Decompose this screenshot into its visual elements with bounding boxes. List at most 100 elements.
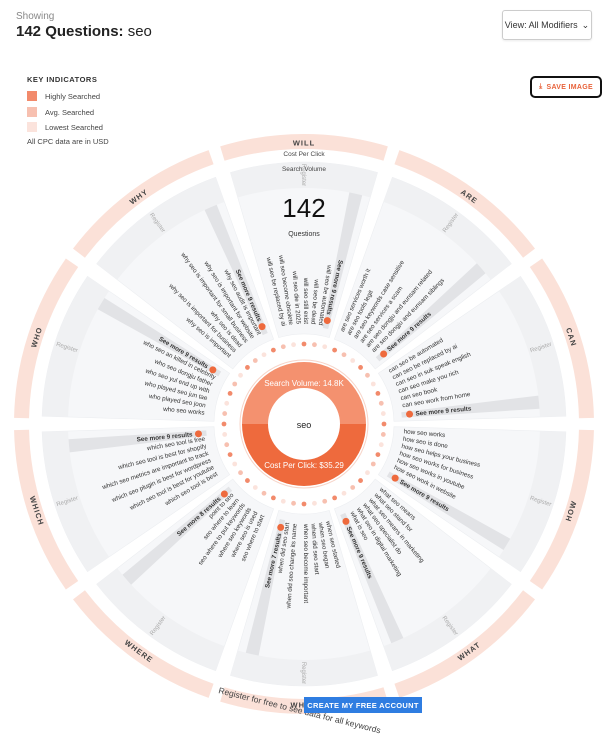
volume-dot	[280, 344, 286, 350]
register-strip	[42, 431, 110, 572]
question-total: 142	[282, 193, 325, 223]
register-strip	[498, 276, 566, 417]
showing-label: Showing	[16, 11, 55, 22]
key-item-low: Lowest Searched	[27, 122, 103, 132]
save-image-button[interactable]: ⤓ SAVE IMAGE	[530, 76, 602, 98]
expand-icon[interactable]	[258, 323, 266, 331]
question-item[interactable]: will seo be dead	[309, 278, 319, 325]
modifier-dropdown[interactable]: View: All Modifiers ⌄	[502, 10, 592, 40]
register-strip	[96, 568, 225, 671]
see-more-band	[97, 297, 222, 377]
high-swatch	[27, 91, 37, 101]
volume-dot	[341, 490, 347, 496]
expand-icon[interactable]	[323, 317, 331, 325]
question-count: 142 Questions:	[16, 23, 124, 40]
hub-keyword: seo	[297, 420, 312, 430]
volume-dot	[365, 470, 370, 476]
volume-dot	[224, 400, 230, 406]
register-strip	[230, 161, 378, 198]
search-volume-arc[interactable]	[242, 362, 366, 424]
register-label[interactable]: Register	[300, 662, 306, 684]
volume-dot	[291, 500, 296, 506]
expand-icon[interactable]	[220, 490, 228, 498]
expand-icon[interactable]	[209, 366, 217, 374]
volume-dot	[238, 372, 243, 378]
volume-dot	[358, 478, 363, 483]
volume-dot	[380, 411, 386, 416]
register-strip	[498, 431, 566, 572]
create-account-button[interactable]: CREATE MY FREE ACCOUNT	[304, 697, 422, 713]
question-item[interactable]: will seo still exist	[302, 277, 309, 324]
outer-ring-segment	[220, 134, 388, 161]
volume-dot	[261, 352, 267, 358]
low-swatch	[27, 122, 37, 132]
expand-icon[interactable]	[277, 523, 285, 531]
volume-dot	[232, 381, 238, 387]
volume-dot	[358, 365, 363, 370]
see-more-band	[401, 395, 540, 418]
see-more-band	[375, 263, 486, 362]
outer-ring-segment	[394, 150, 535, 258]
question-item[interactable]: will seo die in 2025	[291, 270, 302, 325]
volume-dot	[378, 400, 384, 406]
volume-dot	[322, 344, 328, 350]
volume-dot	[375, 452, 381, 458]
outer-ring-segment	[14, 429, 79, 590]
key-item-label: Lowest Searched	[45, 122, 103, 132]
outer-ring-segment	[529, 258, 594, 419]
question-item[interactable]: who seo works	[162, 406, 205, 417]
see-more-band	[122, 486, 233, 585]
outer-ring-segment	[529, 429, 594, 590]
volume-dot	[270, 495, 276, 501]
expand-icon[interactable]	[406, 410, 414, 418]
outer-ring-segment	[394, 590, 535, 698]
hub-center	[270, 390, 338, 458]
key-item-label: Highly Searched	[45, 91, 101, 101]
volume-dot	[222, 432, 228, 437]
volume-dot	[378, 442, 384, 448]
expand-icon[interactable]	[194, 430, 202, 438]
page-title: 142 Questions: seo	[16, 23, 152, 40]
volume-dot	[312, 342, 317, 348]
cost-per-click-arc[interactable]	[242, 424, 366, 486]
volume-dot	[222, 411, 228, 416]
center-hub: seo Search Volume: 14.8K Cost Per Click:…	[239, 359, 369, 489]
outer-ring-segment	[14, 258, 79, 419]
volume-dot	[227, 390, 233, 396]
cost-per-click-label: Cost Per Click: $35.29	[264, 461, 344, 470]
volume-dot	[291, 342, 296, 348]
outer-ring-segment	[73, 590, 214, 698]
volume-dot	[270, 347, 276, 353]
volume-dot	[375, 390, 381, 396]
volume-dot	[261, 490, 267, 496]
volume-dot	[232, 461, 238, 467]
ring-label-when: WHEN	[291, 701, 318, 710]
expand-icon[interactable]	[380, 350, 388, 358]
volume-dot	[252, 358, 258, 363]
question-item[interactable]: how seo works	[403, 428, 445, 439]
avg-swatch	[27, 107, 37, 117]
expand-icon[interactable]	[391, 474, 399, 482]
volume-dot	[350, 358, 356, 363]
volume-dot	[370, 381, 376, 387]
volume-dot	[365, 372, 370, 378]
see-more-band	[204, 204, 268, 336]
volume-dot	[221, 421, 227, 427]
key-item-avg: Avg. Searched	[27, 107, 94, 117]
volume-dot	[322, 498, 328, 504]
see-more-band	[245, 518, 286, 656]
volume-dot	[245, 365, 250, 370]
register-strip	[96, 177, 225, 280]
volume-dot	[370, 461, 376, 467]
chevron-down-icon: ⌄	[581, 19, 590, 30]
expand-icon[interactable]	[342, 517, 350, 525]
see-more-band	[68, 430, 207, 453]
register-label[interactable]: Register	[300, 164, 306, 186]
volume-dot	[227, 452, 233, 458]
search-volume-label: Search Volume: 14.8K	[264, 379, 344, 388]
question-item[interactable]: when seo become important	[302, 523, 309, 603]
volume-caption: Search Volume	[282, 166, 326, 173]
ring-label-will: WILL	[293, 139, 315, 148]
question-item[interactable]: when did seo start	[309, 522, 320, 575]
volume-dot	[380, 432, 386, 437]
